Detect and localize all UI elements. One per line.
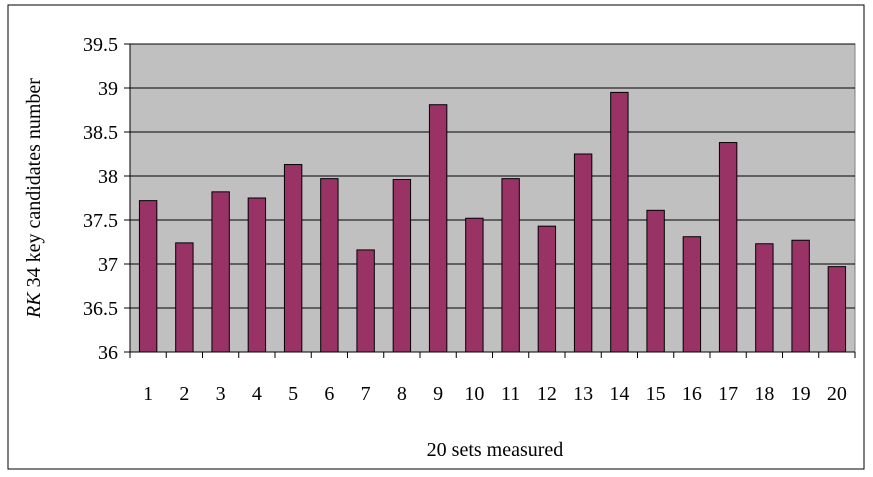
x-tick-label: 4 xyxy=(252,383,262,405)
bar xyxy=(392,179,412,353)
x-tick-label: 1 xyxy=(143,383,153,405)
plot-area xyxy=(129,43,856,353)
x-tick-label: 17 xyxy=(718,383,738,405)
y-tick-label: 36.5 xyxy=(83,298,118,320)
y-tick-label: 38.5 xyxy=(83,122,118,144)
x-tick-label: 19 xyxy=(791,383,811,405)
x-tick-labels: 1 2 3 4 5 6 7 8 9 10 11 12 13 14 15 16 17 18 19 20 xyxy=(143,383,847,405)
bar xyxy=(718,142,738,353)
x-tick-label: 15 xyxy=(646,383,666,405)
y-tick-label: 36 xyxy=(98,342,118,364)
x-tick-label: 2 xyxy=(179,383,189,405)
x-tick-label: 11 xyxy=(501,383,520,405)
y-tick-label: 37.5 xyxy=(83,210,118,232)
x-tick-label: 13 xyxy=(573,383,593,405)
x-tick-label: 7 xyxy=(361,383,371,405)
x-tick-label: 14 xyxy=(609,383,629,405)
x-tick-label: 6 xyxy=(324,383,334,405)
bar xyxy=(211,191,230,353)
x-axis-title: 20 sets measured xyxy=(427,439,564,461)
bar xyxy=(175,242,194,353)
x-tick-label: 5 xyxy=(288,383,298,405)
bars xyxy=(138,91,847,353)
y-axis-title-italic: RK xyxy=(23,291,45,319)
x-tick-label: 10 xyxy=(464,383,484,405)
x-tick-label: 16 xyxy=(682,383,702,405)
bar xyxy=(573,153,593,353)
y-tick-label: 38 xyxy=(98,166,118,188)
x-tick-label: 18 xyxy=(754,383,774,405)
bar xyxy=(537,225,557,353)
bar xyxy=(646,209,665,353)
bar xyxy=(827,266,847,353)
bar xyxy=(610,91,629,353)
bar xyxy=(138,200,158,353)
bar xyxy=(682,236,702,353)
y-axis-title-rest: 34 key candidates number xyxy=(23,78,45,293)
y-tick-label: 39.5 xyxy=(83,34,118,56)
x-tick-label: 20 xyxy=(827,383,847,405)
y-axis-title: RK 34 key candidates number xyxy=(23,78,45,319)
y-tick-labels: 36 36.5 37 37.5 38 38.5 39 39.5 xyxy=(83,34,118,364)
bar xyxy=(320,178,339,353)
x-tick-label: 12 xyxy=(537,383,557,405)
x-tick-label: 9 xyxy=(433,383,443,405)
bar xyxy=(428,104,448,353)
x-tick-label: 8 xyxy=(397,383,407,405)
x-tick-label: 3 xyxy=(216,383,226,405)
bar xyxy=(283,164,303,353)
bar xyxy=(501,178,520,353)
bar xyxy=(356,249,375,353)
axes xyxy=(124,43,856,358)
y-tick-label: 39 xyxy=(98,78,118,100)
bar xyxy=(791,239,810,353)
y-tick-label: 37 xyxy=(98,254,118,276)
bar xyxy=(247,197,267,353)
bar xyxy=(755,243,774,353)
bar xyxy=(465,217,484,353)
